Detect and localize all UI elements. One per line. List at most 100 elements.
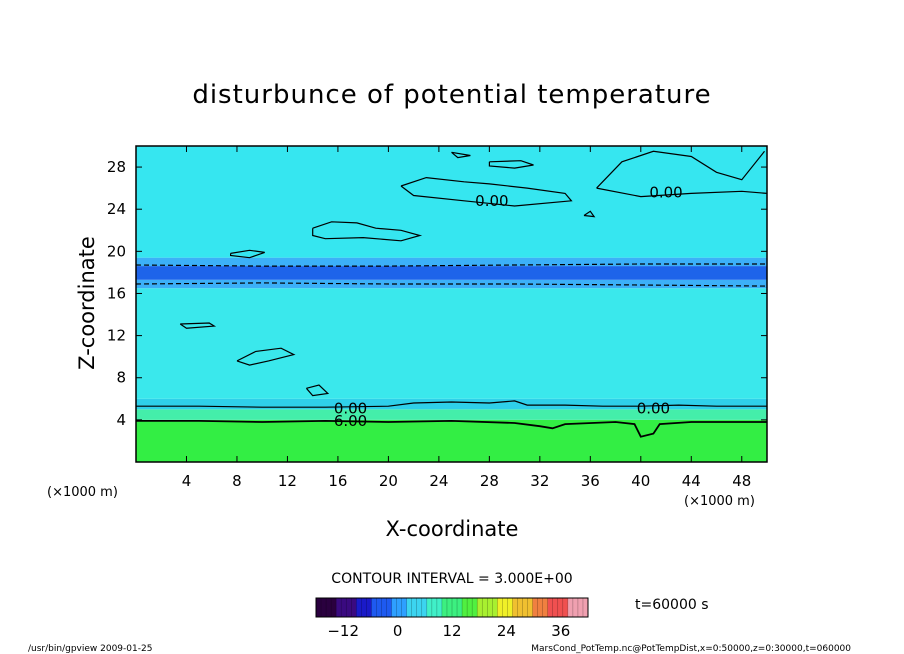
colorbar-cell-12 (376, 598, 382, 617)
colorbar-cell-33 (482, 598, 488, 617)
colorbar-tick-label-24: 24 (497, 622, 516, 640)
contour-line-13 (135, 263, 767, 267)
x-tick-label-48: 48 (732, 472, 751, 490)
colorbar-cell-26 (446, 598, 453, 617)
field-band-1 (136, 409, 767, 420)
y-axis-ticks: 4 8 12 16 20 24 28 (107, 158, 767, 429)
y-tick-label-16: 16 (107, 284, 126, 302)
colorbar-cell-3 (331, 598, 337, 617)
colorbar-frame (315, 597, 589, 618)
field-band-0 (136, 419, 767, 462)
contour-line-2 (596, 187, 768, 198)
colorbar-cell-21 (421, 598, 428, 617)
y-tick-label-8: 8 (116, 369, 126, 387)
x-tick-label-40: 40 (631, 472, 650, 490)
colorbar-cell-20 (416, 598, 423, 617)
contour-label-1: 0.00 (649, 183, 682, 201)
plot-frame (135, 145, 768, 463)
contour-labels: 0.00 0.000.006.000.00 (334, 183, 683, 430)
contour-line-4 (451, 151, 471, 159)
contour-line-0 (400, 176, 573, 207)
y-tick-label-20: 20 (107, 242, 126, 260)
contour-label-4: 0.00 (637, 399, 670, 417)
x-tick-label-8: 8 (232, 472, 242, 490)
contour-line-3 (312, 221, 423, 242)
colorbar-cell-2 (326, 598, 332, 617)
colorbar-cell-49 (562, 598, 569, 617)
x-tick-label-12: 12 (278, 472, 297, 490)
colorbar-cell-52 (577, 598, 584, 617)
colorbar-cell-42 (527, 598, 533, 617)
colorbar-cell-32 (477, 598, 483, 617)
contour-line-8 (179, 322, 217, 329)
x-tick-label-28: 28 (480, 472, 499, 490)
colorbar-cell-30 (467, 598, 473, 617)
colorbar-cell-5 (341, 598, 347, 617)
colorbar-cell-6 (346, 598, 352, 617)
colorbar-cell-8 (356, 598, 362, 617)
colorbar-cell-46 (547, 598, 554, 617)
colorbar-cell-17 (401, 598, 408, 617)
colorbar-tick-label-0: 0 (393, 622, 403, 640)
contour-line-7 (583, 210, 596, 218)
x-tick-label-44: 44 (682, 472, 701, 490)
colorbar-cell-0 (316, 598, 322, 617)
colorbar-cell-45 (542, 598, 549, 617)
colorbar-tick-label-12: 12 (442, 622, 461, 640)
x-tick-label-20: 20 (379, 472, 398, 490)
contour-line-6 (230, 249, 265, 259)
contour-lines (135, 150, 768, 438)
colorbar-cell-36 (497, 598, 503, 617)
contour-line-10 (305, 384, 330, 397)
x-tick-label-4: 4 (182, 472, 192, 490)
colorbar-cell-19 (411, 598, 418, 617)
colorbar-cell-27 (452, 598, 458, 617)
field-band-7 (136, 146, 767, 258)
colorbar-cell-50 (567, 598, 574, 617)
colorbar-cell-51 (572, 598, 579, 617)
y-tick-label-24: 24 (107, 200, 126, 218)
colorbar-tick-label-36: 36 (551, 622, 570, 640)
contour-label-2: 0.00 (334, 399, 367, 417)
contour-line-1 (596, 150, 765, 189)
field-band-5 (136, 266, 767, 280)
chart-title: disturbunce of potential temperature (192, 80, 711, 110)
colorbar-cell-25 (441, 598, 448, 617)
contour-interval-label: CONTOUR INTERVAL = 3.000E+00 (331, 571, 572, 587)
contour-line-12 (136, 419, 767, 438)
contour-line-14 (135, 282, 768, 287)
x-tick-label-32: 32 (530, 472, 549, 490)
colorbar-cell-44 (537, 598, 544, 617)
temperature-field (136, 146, 767, 462)
y-tick-label-28: 28 (107, 158, 126, 176)
colorbar-cell-24 (436, 598, 443, 617)
colorbar-cell-18 (406, 598, 413, 617)
colorbar-ticks: −12 0 12 24 36 (327, 622, 570, 640)
colorbar-cell-13 (381, 598, 387, 617)
colorbar-cell-29 (462, 598, 468, 617)
contour-label-3: 6.00 (334, 412, 367, 430)
plot-area: 0.00 0.000.006.000.00 (135, 145, 768, 463)
colorbar-cell-22 (426, 598, 433, 617)
time-label: t=60000 s (635, 597, 709, 613)
colorbar-cell-23 (431, 598, 438, 617)
contour-label-0: 0.00 (475, 192, 508, 210)
contour-line-9 (236, 347, 296, 366)
y-axis-label: Z-coordinate (75, 236, 99, 370)
y-tick-label-12: 12 (107, 327, 126, 345)
field-band-6 (136, 257, 767, 267)
x-axis-ticks: 4 8 12 16 20 24 28 32 36 40 44 48 (182, 146, 751, 490)
colorbar (315, 597, 589, 618)
y-tick-label-4: 4 (116, 411, 126, 429)
x-unit-right-label: (×1000 m) (684, 494, 755, 509)
colorbar-cell-9 (361, 598, 367, 617)
colorbar-cell-35 (492, 598, 498, 617)
colorbar-cell-16 (396, 598, 403, 617)
colorbar-cell-39 (512, 598, 518, 617)
colorbar-cell-7 (351, 598, 357, 617)
colorbar-cell-34 (487, 598, 493, 617)
colorbar-tick-label--12: −12 (327, 622, 359, 640)
x-tick-label-16: 16 (328, 472, 347, 490)
colorbar-cell-53 (582, 598, 589, 617)
x-axis-label: X-coordinate (386, 517, 519, 541)
